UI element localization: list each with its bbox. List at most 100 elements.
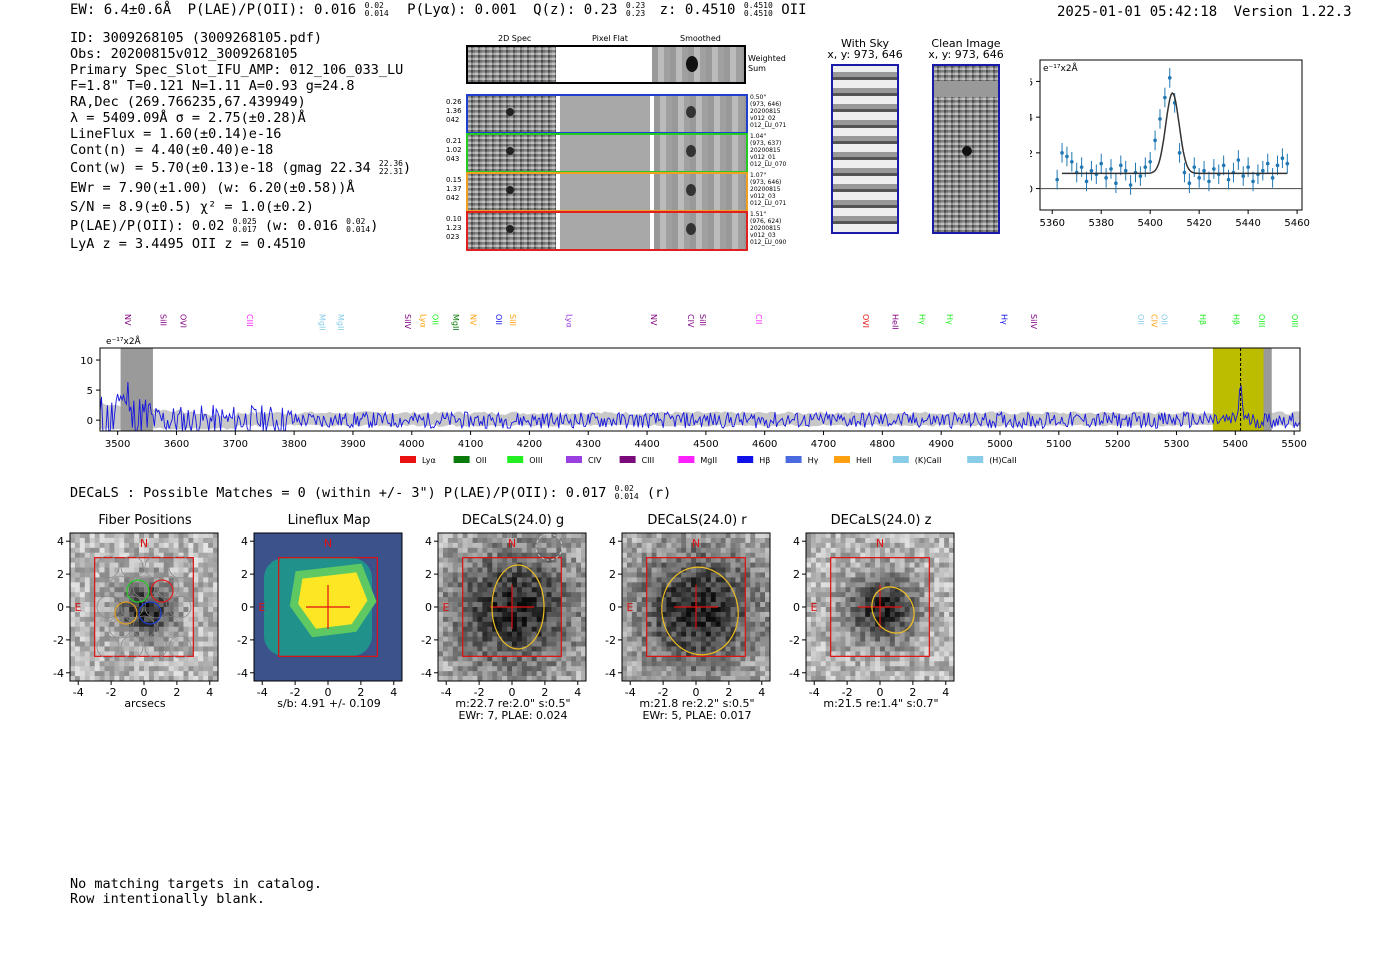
pixel bbox=[581, 616, 587, 623]
pixel bbox=[477, 567, 483, 573]
header-datetime-version: 2025-01-01 05:42:18 Version 1.22.3 bbox=[1057, 4, 1352, 20]
pixel bbox=[894, 676, 901, 682]
pixel bbox=[929, 607, 935, 613]
pixel bbox=[686, 572, 692, 578]
fit-data-point bbox=[1099, 161, 1104, 166]
pixel bbox=[884, 557, 891, 563]
pixel bbox=[153, 542, 160, 549]
pixel bbox=[875, 607, 881, 613]
pixel bbox=[939, 656, 945, 662]
pixel bbox=[188, 597, 194, 603]
pixel bbox=[438, 572, 444, 578]
pixel bbox=[99, 542, 105, 549]
pixel bbox=[119, 621, 125, 628]
pixel bbox=[850, 611, 856, 618]
pixel bbox=[929, 542, 935, 549]
pixel bbox=[691, 552, 697, 558]
pixel bbox=[551, 572, 557, 578]
pixel bbox=[884, 552, 891, 558]
pixel bbox=[74, 597, 81, 603]
pixel bbox=[119, 651, 125, 657]
pixel bbox=[820, 562, 827, 568]
pixel bbox=[666, 602, 672, 608]
pixel bbox=[576, 661, 582, 667]
pixel bbox=[571, 671, 577, 677]
spec-line-label-text: NV bbox=[649, 314, 658, 326]
pixel bbox=[636, 597, 643, 603]
pixel bbox=[710, 533, 717, 539]
pixel bbox=[820, 567, 827, 573]
pixel bbox=[457, 666, 463, 672]
pixel bbox=[825, 636, 831, 642]
pixel bbox=[899, 582, 905, 588]
pixel bbox=[681, 547, 687, 554]
spec-legend-label: CIV bbox=[588, 456, 602, 465]
pixel bbox=[840, 597, 846, 603]
pixel bbox=[89, 656, 95, 662]
pixel bbox=[168, 587, 174, 593]
pixel bbox=[700, 641, 707, 647]
pixel bbox=[438, 626, 444, 632]
pixel bbox=[681, 616, 687, 623]
pixel bbox=[487, 641, 493, 647]
pixel bbox=[84, 666, 91, 672]
pixel bbox=[438, 597, 444, 603]
pixel bbox=[845, 656, 851, 662]
pixel bbox=[745, 602, 751, 608]
pixel bbox=[89, 592, 95, 598]
pixel bbox=[452, 562, 459, 568]
pixel bbox=[556, 567, 562, 573]
pixel bbox=[516, 676, 523, 682]
pixel bbox=[507, 602, 513, 608]
pixel bbox=[870, 582, 876, 588]
pixel bbox=[765, 547, 771, 554]
pixel bbox=[203, 587, 209, 593]
pixel bbox=[671, 641, 677, 647]
pixel bbox=[507, 533, 513, 539]
pixel bbox=[810, 636, 817, 642]
spec-legend-swatch bbox=[678, 456, 695, 463]
pixel bbox=[531, 567, 537, 573]
pixel bbox=[875, 611, 881, 618]
pixel bbox=[193, 547, 199, 554]
pixel bbox=[472, 567, 478, 573]
pixel bbox=[452, 671, 459, 677]
pixel bbox=[531, 597, 537, 603]
pixel bbox=[158, 676, 165, 682]
pixel bbox=[924, 577, 930, 583]
pixel bbox=[939, 597, 945, 603]
pixel bbox=[720, 646, 726, 652]
pixel bbox=[556, 547, 562, 554]
pixel bbox=[536, 666, 542, 672]
pixel bbox=[74, 607, 81, 613]
cutout-ytick-label: -4 bbox=[237, 667, 248, 680]
pixel bbox=[631, 621, 638, 628]
pixel bbox=[551, 636, 557, 642]
pixel bbox=[696, 666, 702, 672]
pixel bbox=[551, 607, 557, 613]
pixel bbox=[521, 616, 528, 623]
pixel bbox=[70, 611, 76, 618]
cutout-ytick-label: 4 bbox=[425, 535, 432, 548]
pixel bbox=[850, 641, 856, 647]
pixel bbox=[845, 676, 851, 682]
pixel bbox=[144, 646, 150, 652]
pixel bbox=[546, 621, 552, 628]
pixel bbox=[870, 572, 876, 578]
pixel bbox=[183, 582, 189, 588]
pixel bbox=[641, 582, 647, 588]
pixel bbox=[457, 616, 463, 623]
pixel bbox=[566, 661, 572, 667]
pixel bbox=[188, 577, 194, 583]
pixel bbox=[676, 572, 682, 578]
pixel bbox=[710, 577, 717, 583]
pixel bbox=[745, 582, 751, 588]
pixel bbox=[89, 646, 95, 652]
pixel bbox=[870, 631, 876, 637]
pixel bbox=[939, 533, 945, 539]
pixel bbox=[875, 626, 881, 632]
cutout-ytick-label: 0 bbox=[793, 601, 800, 614]
pixel bbox=[730, 661, 736, 667]
pixel bbox=[725, 572, 731, 578]
pixel bbox=[815, 587, 822, 593]
